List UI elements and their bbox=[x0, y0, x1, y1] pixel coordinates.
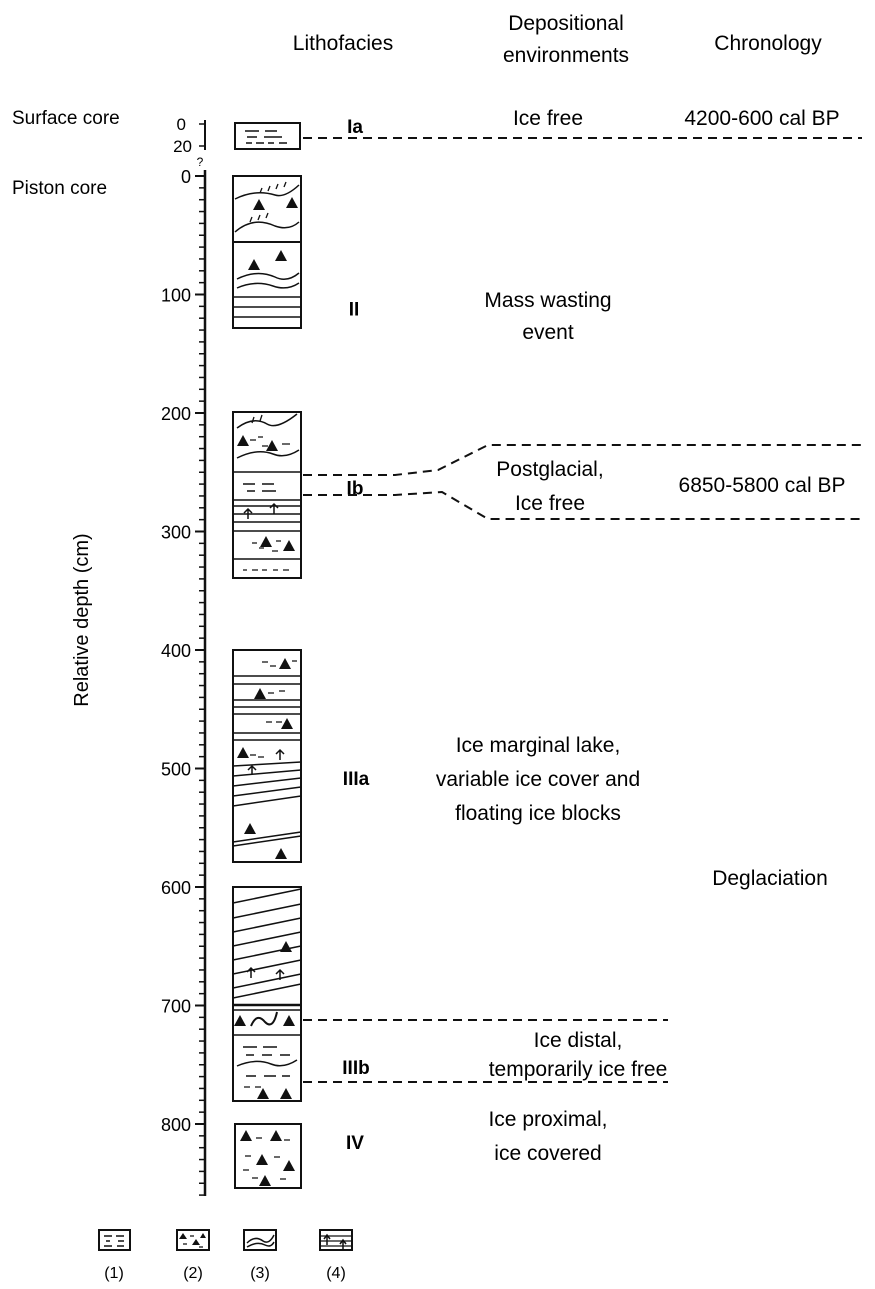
chron-deglaciation: Deglaciation bbox=[712, 867, 828, 890]
env-ice-marginal-line2: variable ice cover and bbox=[436, 768, 640, 791]
header-depositional-line1: Depositional bbox=[508, 12, 624, 35]
env-postglacial-line1: Postglacial, bbox=[496, 458, 603, 481]
chron-surface: 4200-600 cal BP bbox=[684, 107, 839, 130]
surface-core-axis: 0 20 ? bbox=[173, 115, 206, 169]
env-ice-marginal-line1: Ice marginal lake, bbox=[456, 734, 621, 757]
unit-label-IIIb: IIIb bbox=[342, 1058, 369, 1079]
unit-label-Ib: Ib bbox=[347, 479, 364, 500]
legend-label-2: (2) bbox=[183, 1265, 203, 1282]
legend-label-1: (1) bbox=[104, 1265, 124, 1282]
question-mark: ? bbox=[197, 155, 204, 169]
env-mass-wasting-line2: event bbox=[522, 321, 574, 344]
tick-label: 700 bbox=[161, 997, 191, 1017]
env-ice-marginal-line3: floating ice blocks bbox=[455, 802, 621, 825]
unit-label-IV: IV bbox=[346, 1133, 364, 1154]
unit-label-II: II bbox=[349, 300, 360, 321]
tick-label: 300 bbox=[161, 523, 191, 543]
chron-postglacial: 6850-5800 cal BP bbox=[679, 474, 846, 497]
core-section-IIIb bbox=[232, 886, 302, 1102]
tick-label: 400 bbox=[161, 641, 191, 661]
header-chronology: Chronology bbox=[714, 32, 822, 55]
laminated-mud-icon bbox=[98, 1229, 131, 1251]
header-depositional-line2: environments bbox=[503, 44, 629, 67]
env-ice-distal-line1: Ice distal, bbox=[534, 1029, 623, 1052]
unit-label-Ia: Ia bbox=[347, 117, 363, 138]
diamicton-icon bbox=[176, 1229, 210, 1251]
surface-tick-20: 20 bbox=[173, 137, 192, 156]
tick-label: 100 bbox=[161, 286, 191, 306]
core-section-IIIa bbox=[232, 649, 302, 863]
legend-label-3: (3) bbox=[250, 1265, 270, 1282]
env-ice-proximal-line2: ice covered bbox=[494, 1142, 601, 1165]
boundary-Ib-bottom bbox=[303, 490, 862, 520]
legend: (1) (2) (3) (4) bbox=[98, 1229, 353, 1282]
tick-label: 0 bbox=[181, 167, 191, 187]
env-ice-proximal-line1: Ice proximal, bbox=[488, 1108, 607, 1131]
env-mass-wasting-line1: Mass wasting bbox=[484, 289, 611, 312]
env-ice-distal-line2: temporarily ice free bbox=[489, 1058, 668, 1081]
core-section-II bbox=[232, 175, 302, 329]
depth-axis: 0 100 200 300 400 500 600 700 800 bbox=[161, 167, 207, 1196]
piston-core-label: Piston core bbox=[12, 178, 107, 199]
tick-label: 200 bbox=[161, 404, 191, 424]
tick-label: 800 bbox=[161, 1115, 191, 1135]
axis-title: Relative depth (cm) bbox=[71, 533, 93, 706]
env-ice-free: Ice free bbox=[513, 107, 583, 130]
surface-core-label: Surface core bbox=[12, 108, 120, 129]
chronology-column: 4200-600 cal BP 6850-5800 cal BP Deglaci… bbox=[679, 107, 846, 890]
dropstone-laminae-icon bbox=[319, 1229, 353, 1251]
core-section-Ib bbox=[232, 411, 302, 579]
boundary-Ib-top bbox=[303, 444, 862, 476]
core-section-IV bbox=[234, 1123, 302, 1189]
surface-tick-0: 0 bbox=[177, 115, 186, 134]
unit-label-IIIa: IIIa bbox=[343, 769, 370, 790]
core-section-Ia bbox=[234, 122, 301, 150]
unit-boundaries bbox=[303, 137, 862, 1083]
tick-label: 500 bbox=[161, 760, 191, 780]
tick-label: 600 bbox=[161, 878, 191, 898]
deformed-layers-icon bbox=[243, 1229, 277, 1251]
legend-label-4: (4) bbox=[326, 1265, 346, 1282]
env-postglacial-line2: Ice free bbox=[515, 492, 585, 515]
header-lithofacies: Lithofacies bbox=[293, 32, 393, 55]
environment-column: Ice free Mass wasting event Postglacial,… bbox=[436, 107, 667, 1165]
